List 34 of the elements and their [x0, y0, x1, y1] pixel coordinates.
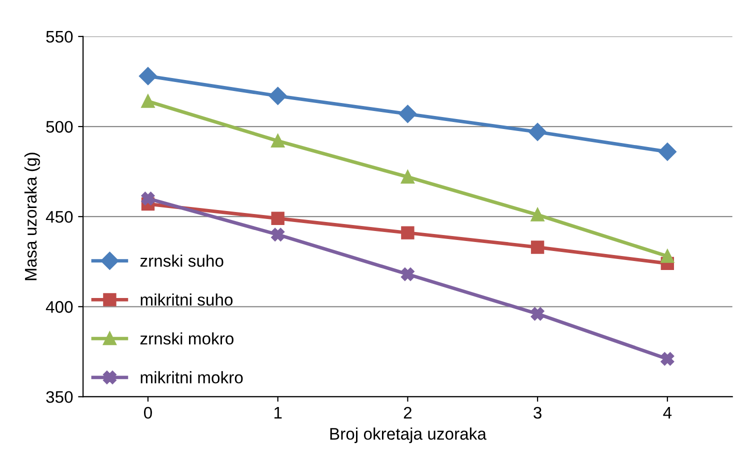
y-tick-label: 450 [46, 211, 73, 223]
point [660, 352, 674, 366]
legend-label: mikritni suho [140, 293, 233, 306]
point [401, 170, 414, 184]
point [401, 226, 414, 240]
point [401, 268, 414, 281]
legend-label: zrnski mokro [140, 332, 234, 345]
x-tick-label: 2 [404, 406, 412, 419]
x-tick-label: 3 [534, 406, 542, 419]
y-tick-label: 350 [46, 391, 73, 403]
x-tick-label: 1 [274, 407, 282, 419]
point [530, 208, 544, 222]
legend-label: mikritni mokro [140, 371, 243, 384]
point [271, 228, 284, 242]
point [530, 307, 544, 320]
point [658, 142, 676, 161]
y-tick-label: 500 [46, 120, 73, 133]
y-tick-label: 550 [46, 30, 73, 43]
point [139, 67, 157, 86]
legend-label: zrnski suho [140, 254, 224, 267]
point [268, 87, 287, 105]
point [271, 212, 284, 225]
x-tick-label: 0 [144, 406, 152, 419]
point [530, 240, 544, 254]
y-tick-label: 400 [46, 301, 73, 313]
y-axis-title: Masa uzoraka (g) [24, 152, 40, 280]
x-tick-label: 4 [663, 407, 672, 419]
point [141, 192, 155, 206]
point [398, 105, 417, 123]
point [141, 94, 155, 108]
point [660, 250, 674, 263]
x-axis-title: Broj okretaja uzoraka [330, 428, 486, 444]
point [528, 123, 546, 141]
point [271, 134, 284, 148]
